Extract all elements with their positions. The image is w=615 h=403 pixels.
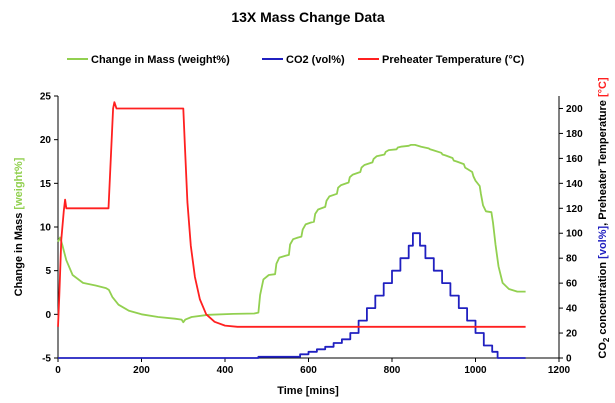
right-y-tick-label: 100: [566, 229, 583, 240]
legend: Change in Mass (weight%) CO2 (vol%) Preh…: [67, 54, 525, 66]
left-axis-title-text: Change in Mass: [13, 213, 25, 297]
right-y-tick-label: 200: [566, 104, 583, 115]
right-axis-title-mid: concentration: [597, 259, 609, 338]
left-y-tick-label: 10: [40, 223, 52, 234]
left-y-tick-label: 15: [40, 179, 52, 190]
x-tick-label: 800: [384, 365, 401, 376]
left-y-tick-label: -5: [42, 354, 51, 365]
right-y-tick-label: 0: [566, 354, 572, 365]
right-axis-title-co2-unit: [vol%]: [597, 225, 609, 258]
left-axis-title-unit: [weight%]: [13, 157, 25, 209]
left-y-tick-label: 0: [45, 310, 51, 321]
right-axis-title-subscript: 2: [602, 337, 611, 342]
plot-series: [57, 101, 526, 359]
x-tick-label: 1000: [464, 365, 487, 376]
ticks: 0 200 400 600 800 1000 1200 -5 0 5 10 15 20 25 0 20 40 60…: [40, 92, 583, 377]
right-y-tick-label: 180: [566, 129, 583, 140]
right-axis-title: CO2 concentration [vol%], Preheater Temp…: [597, 77, 611, 359]
right-axis-title-sep: , Preheater Temperature: [597, 97, 609, 226]
right-y-tick-label: 20: [566, 329, 578, 340]
chart-title: 13X Mass Change Data: [231, 9, 384, 25]
x-tick-label: 400: [217, 365, 234, 376]
right-axis-title-prefix: CO: [597, 342, 609, 359]
legend-label-mass: Change in Mass (weight%): [91, 54, 230, 66]
right-y-tick-label: 120: [566, 204, 583, 215]
left-axis-title: Change in Mass [weight%]: [13, 157, 25, 296]
x-tick-label: 0: [55, 365, 61, 376]
legend-label-co2: CO2 (vol%): [286, 54, 345, 66]
left-y-tick-label: 5: [45, 266, 51, 277]
legend-label-temperature: Preheater Temperature (°C): [382, 54, 525, 66]
right-y-tick-label: 60: [566, 279, 578, 290]
x-tick-label: 1200: [548, 365, 571, 376]
left-y-tick-label: 20: [40, 135, 52, 146]
series-line-co2: [58, 232, 526, 359]
x-axis-title: Time [mins]: [277, 385, 339, 397]
left-y-tick-label: 25: [40, 92, 52, 103]
right-axis-title-temp-unit: [°C]: [597, 77, 609, 97]
right-y-tick-label: 40: [566, 304, 578, 315]
right-y-tick-label: 80: [566, 254, 578, 265]
right-y-tick-label: 140: [566, 179, 583, 190]
x-tick-label: 600: [300, 365, 317, 376]
series-line-temperature: [57, 101, 526, 328]
axes: [57, 96, 560, 359]
right-y-tick-label: 160: [566, 154, 583, 165]
series-line-mass: [57, 143, 526, 324]
x-tick-label: 200: [133, 365, 150, 376]
